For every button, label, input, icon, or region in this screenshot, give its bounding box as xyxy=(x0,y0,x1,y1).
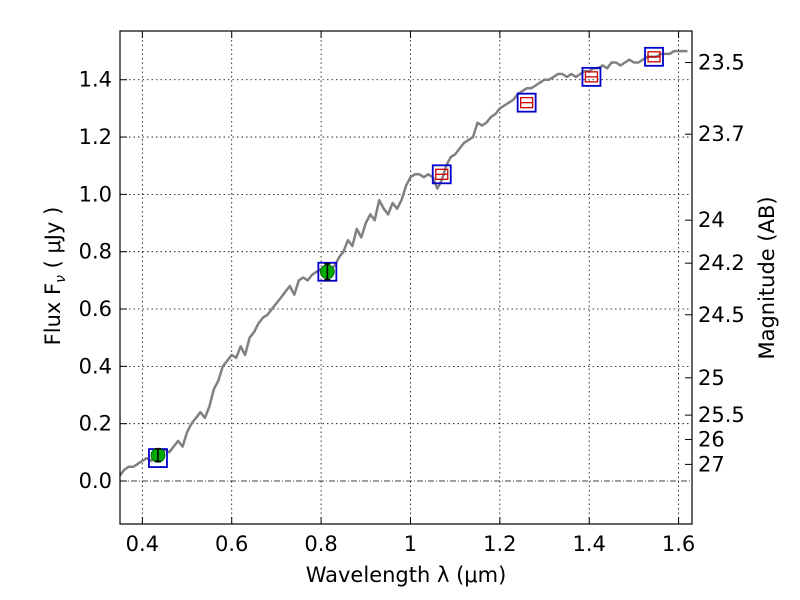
model-flux-square xyxy=(516,92,537,113)
y2-tick-label: 23.7 xyxy=(698,122,745,146)
y2-tick-label: 24 xyxy=(698,208,725,232)
y2-axis-title: Magnitude (AB) xyxy=(755,196,779,359)
axis-ticks: 0.4 0.6 0.8 1 1.2 1.4 1.6 0.0 0.2 0.4 0.6 0.8 1.0 1.2… xyxy=(79,31,745,556)
x-tick-label: 0.6 xyxy=(215,532,248,556)
x-tick-label: 1 xyxy=(404,532,417,556)
y2-tick-label: 24.2 xyxy=(698,251,745,275)
y-tick-label: 0.2 xyxy=(79,412,112,436)
y2-tick-label: 24.5 xyxy=(698,303,745,327)
photometry-marks xyxy=(148,46,664,468)
y-tick-label: 0.6 xyxy=(79,297,112,321)
x-tick-label: 1.6 xyxy=(662,532,695,556)
x-axis-title: Wavelength λ (μm) xyxy=(306,563,507,587)
y-tick-label: 0.4 xyxy=(79,354,112,378)
spectrum-line xyxy=(119,49,688,477)
y2-tick-label: 23.5 xyxy=(698,51,745,75)
y2-tick-label: 25 xyxy=(698,366,725,390)
model-flux-square xyxy=(317,261,338,282)
model-flux-square xyxy=(431,164,452,185)
y-axis-title-sub: ν xyxy=(53,275,69,283)
y-axis-title-main: Flux F xyxy=(41,283,65,345)
y-tick-label: 1.0 xyxy=(79,182,112,206)
plot-frame xyxy=(119,30,693,525)
x-tick-label: 1.2 xyxy=(483,532,516,556)
svg-text:Flux Fν ( μJy ): Flux Fν ( μJy ) xyxy=(41,207,69,346)
y-tick-label: 0.8 xyxy=(79,240,112,264)
y-axis-title: Flux Fν ( μJy ) xyxy=(41,207,69,346)
y2-tick-label: 27 xyxy=(698,452,725,476)
x-tick-label: 0.4 xyxy=(126,532,159,556)
y2-tick-label: 25.5 xyxy=(698,403,745,427)
model-flux-square xyxy=(581,66,602,87)
x-tick-label: 0.8 xyxy=(304,532,337,556)
y2-tick-label: 26 xyxy=(698,427,725,451)
y-axis-title-unit: ( μJy ) xyxy=(41,207,65,275)
y-tick-label: 1.4 xyxy=(79,68,112,92)
model-flux-square xyxy=(644,46,664,67)
grid-lines xyxy=(120,31,692,524)
x-tick-label: 1.4 xyxy=(573,532,606,556)
y-tick-label: 1.2 xyxy=(79,125,112,149)
y-tick-label: 0.0 xyxy=(79,469,112,493)
